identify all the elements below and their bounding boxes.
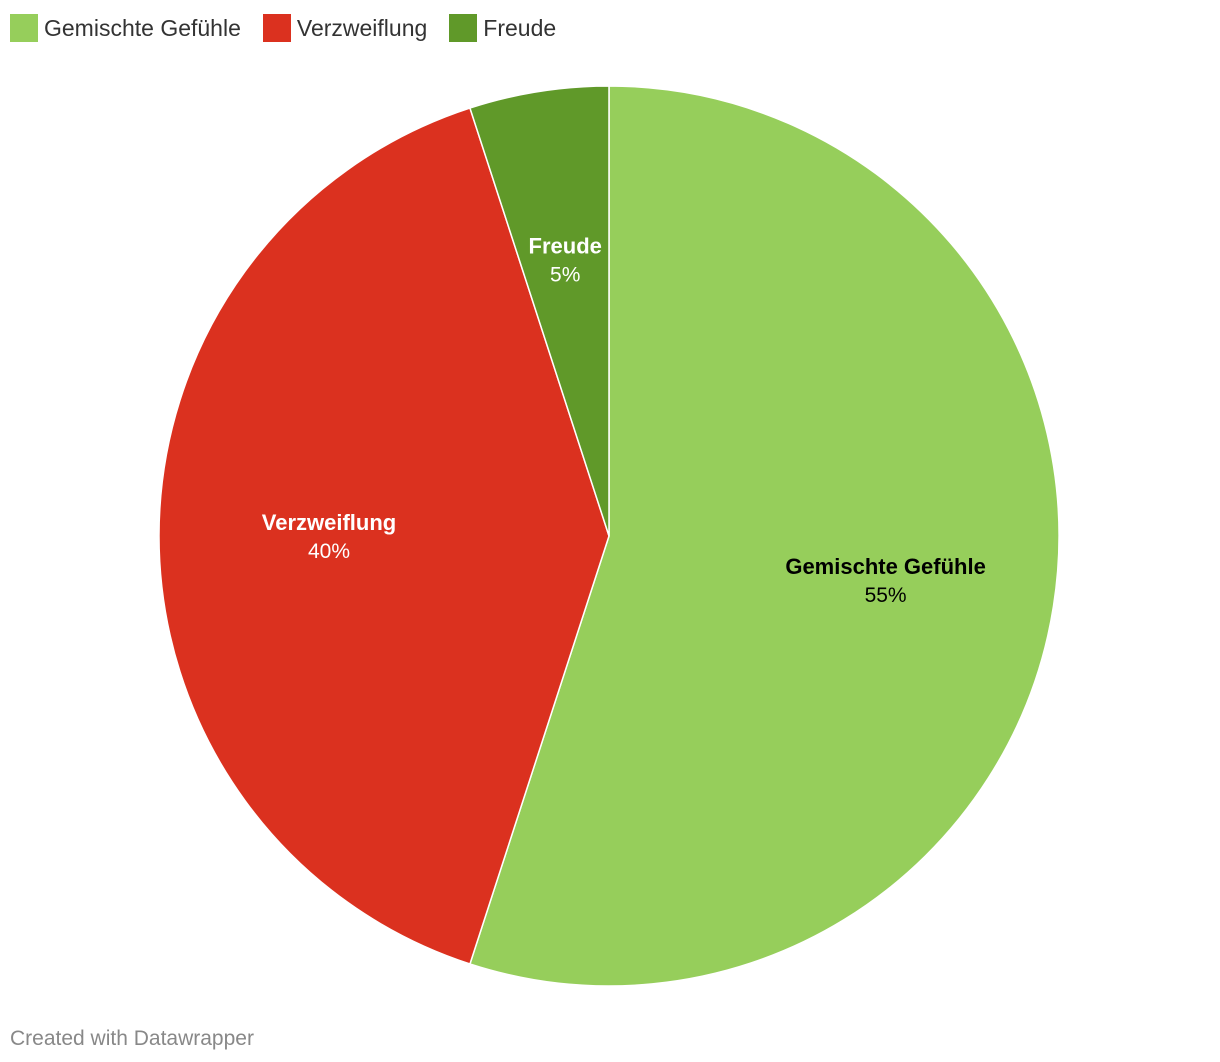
footer-credit: Created with Datawrapper (10, 1027, 254, 1050)
legend-label: Verzweiflung (296, 15, 428, 41)
legend-item-verzweiflung: Verzweiflung (262, 13, 428, 43)
pie-slices (158, 85, 1060, 987)
pie-slice-1 (158, 107, 610, 965)
pie-labels: Gemischte Gefühle 55% Verzweiflung 40% Freud… (262, 233, 986, 606)
slice-label-value: 5% (550, 263, 580, 286)
legend-item-freude: Freude (449, 13, 556, 43)
chart-legend: Gemischte Gefühle Verzweiflung Freude (10, 13, 578, 43)
legend-swatch (262, 14, 291, 42)
legend-swatch (10, 14, 38, 42)
legend-item-gemischte-gefuehle: Gemischte Gefühle (10, 13, 241, 43)
pie-slice-0 (469, 85, 1060, 987)
slice-label-value: 40% (308, 540, 350, 563)
legend-label: Freude (483, 15, 557, 41)
slice-label-name: Gemischte Gefühle (785, 554, 986, 579)
slice-label-name: Verzweiflung (262, 510, 396, 535)
slice-label-value: 55% (865, 584, 907, 607)
pie-slice-2 (469, 85, 610, 537)
slice-label-name: Freude (529, 233, 602, 258)
legend-label: Gemischte Gefühle (44, 15, 241, 41)
legend-swatch (449, 14, 478, 42)
